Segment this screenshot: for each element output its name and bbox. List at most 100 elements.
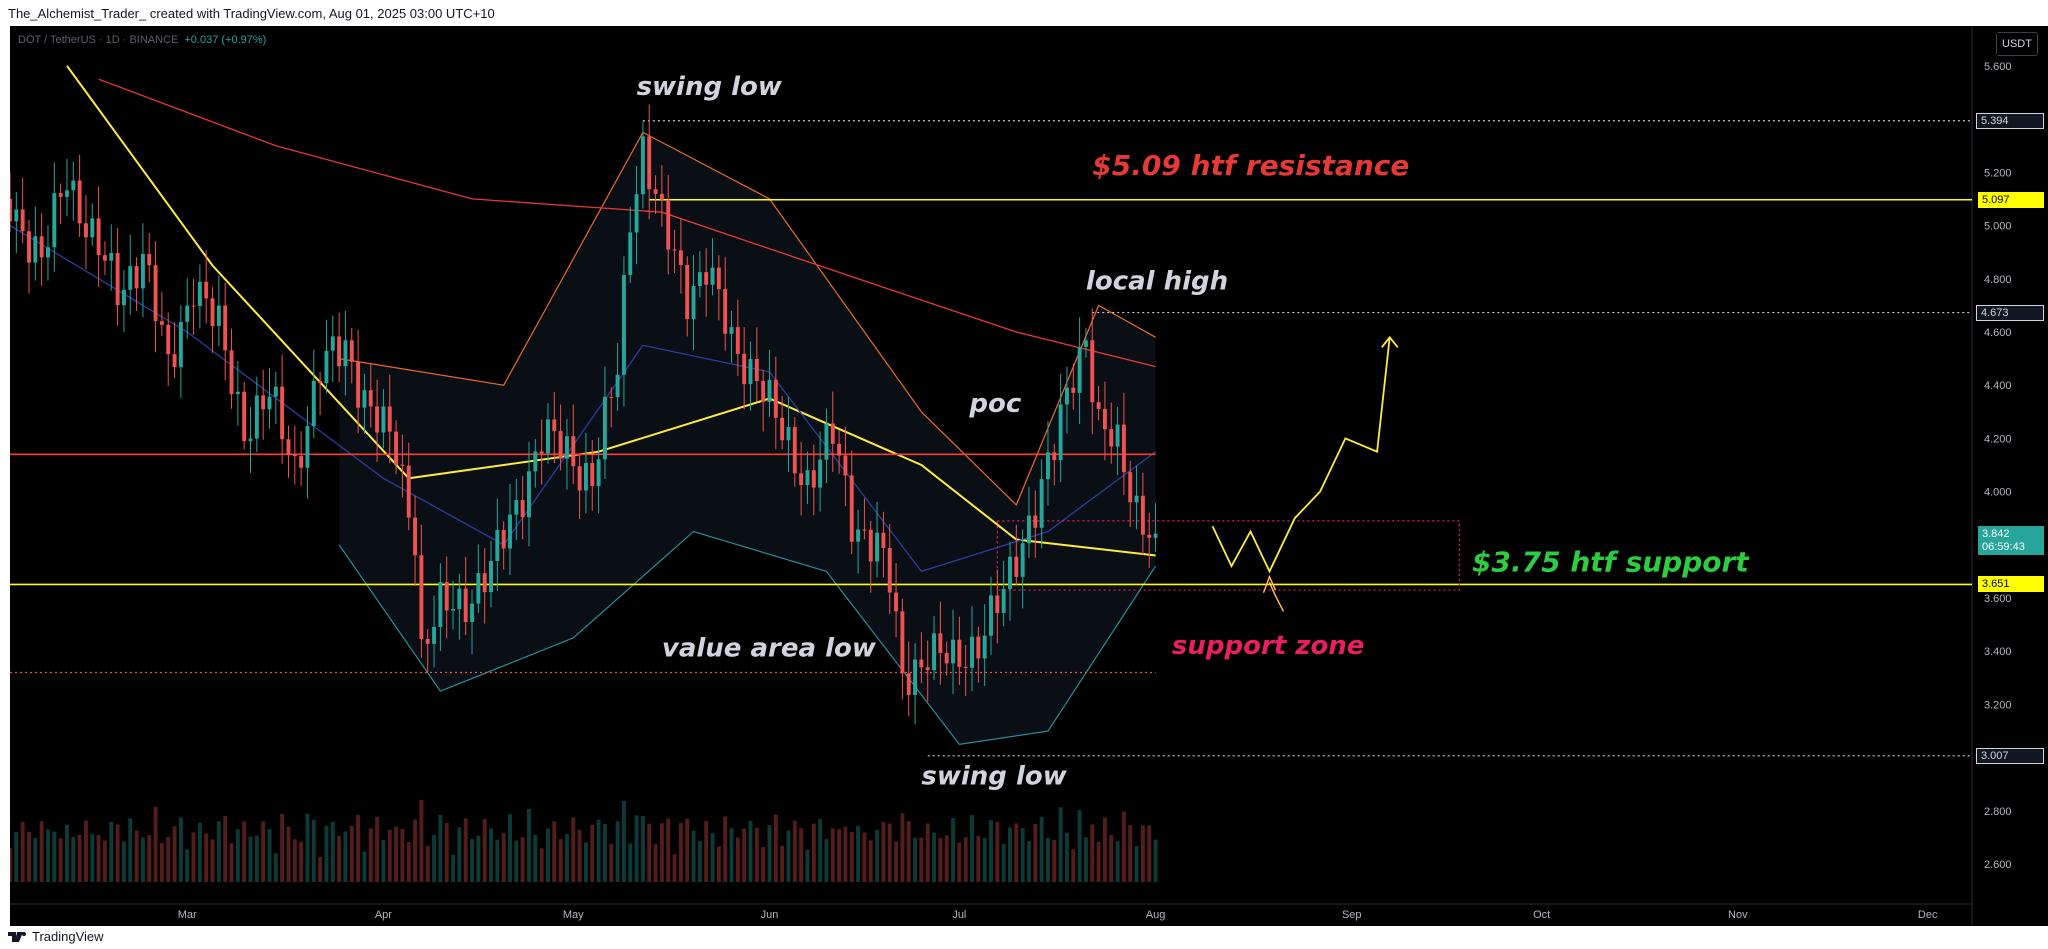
volume-bar (887, 823, 892, 882)
volume-bar (849, 831, 854, 882)
volume-bar (153, 806, 158, 882)
candle-body (1064, 387, 1069, 405)
volume-bar (539, 848, 544, 882)
volume-bar (666, 818, 671, 882)
candle-body (704, 272, 709, 285)
candle-body (514, 500, 519, 515)
candle-body (1014, 556, 1019, 577)
volume-bar (742, 828, 747, 882)
volume-bar (197, 822, 202, 882)
candle-body (976, 636, 981, 659)
bollinger-lower-line (338, 530, 1157, 746)
volume-bar (83, 820, 88, 882)
candle-body (413, 517, 418, 556)
volume-bar (659, 823, 664, 882)
candle-body (577, 466, 582, 491)
price-chart[interactable]: 2.6002.8003.0003.2003.4003.6003.8004.000… (10, 26, 2048, 926)
volume-bar (470, 839, 474, 882)
y-tick-label: 5.600 (1984, 61, 2012, 73)
candle-body (659, 193, 664, 200)
legend-symbol: DOT / TetherUS · 1D · BINANCE (18, 34, 179, 46)
volume-bar (647, 823, 652, 882)
volume-bar (349, 825, 354, 882)
candle-body (1077, 346, 1082, 393)
y-tick-label: 5.000 (1984, 221, 2012, 233)
candle-body (748, 359, 753, 385)
chart-area[interactable]: 2.6002.8003.0003.2003.4003.6003.8004.000… (10, 26, 2048, 926)
candle-body (957, 639, 962, 667)
candle-body (970, 636, 974, 668)
volume-bar (248, 836, 253, 882)
candle-body (894, 592, 899, 612)
candle-body (147, 254, 152, 266)
volume-bar (280, 813, 285, 882)
volume-bar (229, 843, 234, 882)
tradingview-logo-icon (8, 931, 26, 942)
volume-bar (10, 848, 12, 882)
candle-body (685, 264, 690, 320)
volume-bar (970, 815, 974, 882)
footer-brand: TradingView (32, 929, 104, 944)
candle-body (121, 289, 126, 306)
volume-bar (210, 839, 215, 882)
volume-bar (748, 820, 753, 882)
volume-bar (716, 846, 721, 882)
volume-bar (932, 832, 937, 882)
volume-bar (1020, 828, 1025, 882)
volume-bar (818, 818, 823, 882)
volume-bar (46, 829, 50, 882)
volume-bar (761, 846, 766, 882)
volume-bar (254, 835, 259, 882)
candle-body (944, 652, 949, 664)
candle-body (900, 611, 905, 674)
projection-arrow-head (1381, 335, 1399, 348)
volume-bar (1147, 825, 1152, 882)
volume-bar (527, 809, 531, 882)
candle-body (710, 267, 715, 285)
volume-bar (799, 828, 804, 882)
volume-bar (305, 813, 310, 882)
volume-bar (989, 820, 993, 882)
price-tag: 3.842 (1978, 525, 2044, 542)
candle-body (767, 379, 772, 402)
volume-bar (514, 840, 519, 882)
volume-bar (900, 813, 905, 882)
volume-bar (109, 821, 114, 882)
candle-body (621, 274, 626, 375)
volume-bar (558, 839, 563, 882)
candle-body (1102, 408, 1107, 430)
volume-bar (356, 814, 361, 882)
tradingview-logo: TradingView (8, 929, 104, 944)
volume-bar (413, 819, 418, 882)
candle-body (337, 336, 342, 367)
candle-body (539, 451, 544, 454)
candle-body (1039, 479, 1044, 528)
volume-bar (128, 818, 133, 882)
candle-body (1071, 387, 1076, 393)
candle-body (1008, 556, 1012, 589)
volume-bar (837, 829, 842, 882)
candle-body (501, 529, 506, 549)
volume-bar (185, 849, 190, 882)
volume-bar (90, 834, 95, 882)
annotation-support-zone: support zone (1172, 631, 1365, 661)
volume-bar (1064, 832, 1069, 882)
volume-bar (292, 839, 297, 882)
currency-button[interactable]: USDT (1996, 32, 2038, 56)
x-tick-label: Jul (952, 909, 966, 921)
candle-body (128, 266, 133, 290)
candle-body (375, 406, 380, 433)
y-tick-label: 5.200 (1984, 167, 2012, 179)
candle-body (919, 659, 924, 668)
candle-body (963, 666, 968, 668)
annotation-swing-low-bottom: swing low (921, 761, 1067, 791)
candle-body (178, 321, 183, 368)
candle-body (153, 265, 158, 322)
chart-title: The_Alchemist_Trader_ created with Tradi… (8, 6, 495, 21)
candle-body (697, 272, 702, 287)
volume-bar (691, 830, 696, 882)
y-tick-label: 4.400 (1984, 380, 2012, 392)
annotation-poc: poc (968, 389, 1021, 419)
candle-body (1140, 495, 1145, 535)
volume-bar (792, 820, 797, 882)
